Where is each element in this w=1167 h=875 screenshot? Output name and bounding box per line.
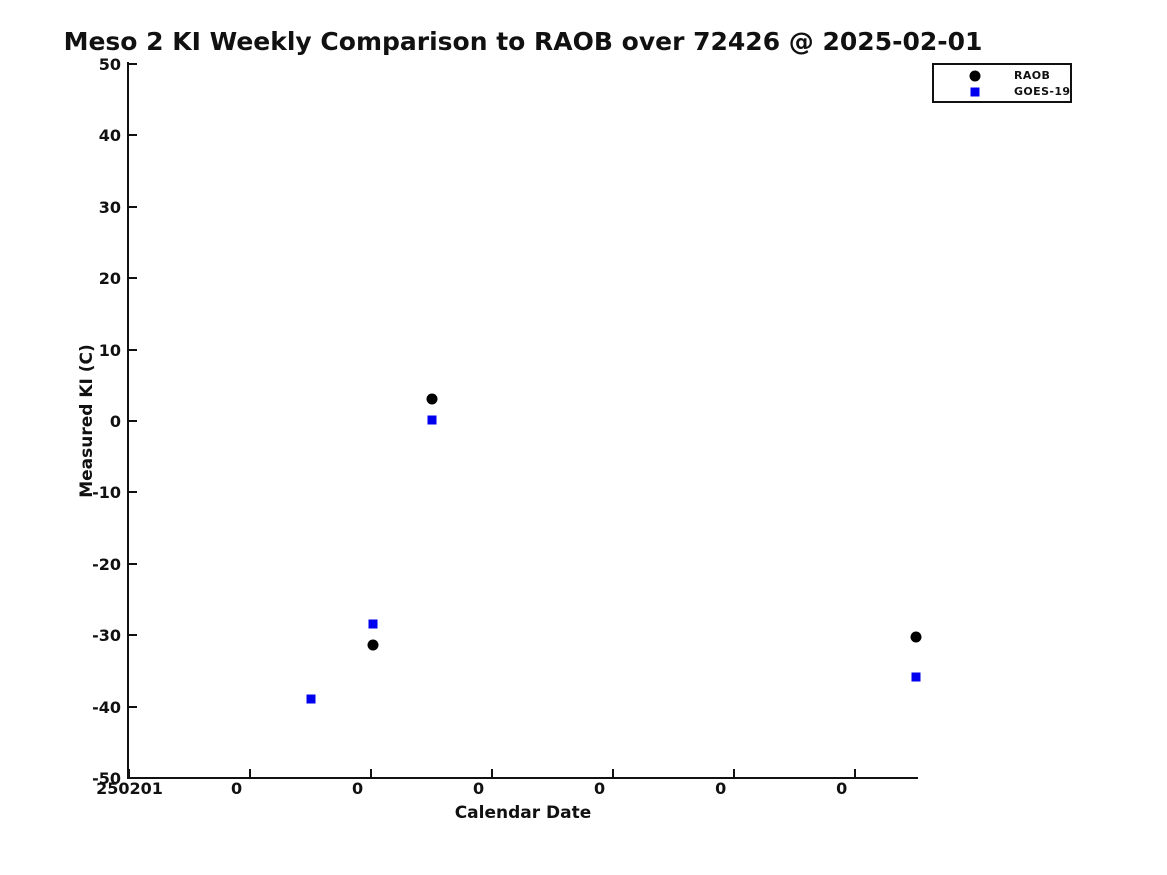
x-tick <box>490 769 493 777</box>
raob-circle-marker-icon <box>969 70 981 82</box>
data-point-goes-19 <box>911 672 921 682</box>
x-tick-label: 250201 <box>96 779 163 798</box>
y-tick <box>129 562 137 565</box>
data-point-raob <box>910 631 922 643</box>
x-tick-label: 0 <box>230 779 243 798</box>
y-tick-label: 40 <box>98 126 121 146</box>
data-point-goes-19 <box>306 694 316 704</box>
y-tick <box>129 134 137 137</box>
y-tick <box>129 777 137 779</box>
goes19-square-marker-icon <box>970 87 980 97</box>
y-tick-label: -10 <box>92 483 121 503</box>
x-tick-label: 0 <box>715 779 727 798</box>
data-point-goes-19 <box>427 415 437 425</box>
x-tick <box>853 769 856 777</box>
data-point-goes-19 <box>368 619 378 629</box>
x-tick-label: 0 <box>473 779 485 798</box>
data-point-raob <box>367 639 379 651</box>
x-tick-label: 0 <box>594 779 606 798</box>
x-axis-label: Calendar Date <box>454 803 592 823</box>
y-tick <box>129 205 137 208</box>
x-tick <box>611 769 614 777</box>
legend-item-raob: RAOB <box>934 68 1070 84</box>
y-tick-label: 0 <box>109 412 121 431</box>
y-tick <box>129 348 137 351</box>
y-tick-label: -50 <box>92 769 121 788</box>
y-tick <box>129 491 137 494</box>
y-tick-label: -40 <box>92 697 121 717</box>
chart-title: Meso 2 KI Weekly Comparison to RAOB over… <box>63 27 983 56</box>
legend-item-goes19: GOES-19 <box>934 84 1070 100</box>
y-tick-label: 30 <box>98 197 121 217</box>
y-tick-label: 20 <box>98 269 121 289</box>
y-tick-label: -20 <box>92 554 121 574</box>
x-tick <box>369 769 372 777</box>
x-tick-label: 0 <box>836 779 848 798</box>
y-tick <box>129 277 137 280</box>
y-tick-label: 50 <box>98 55 121 74</box>
legend-label-raob: RAOB <box>1014 69 1051 82</box>
y-tick <box>129 420 137 422</box>
x-tick-label: 0 <box>351 779 364 798</box>
x-tick <box>127 769 130 777</box>
y-tick <box>129 634 137 637</box>
y-tick <box>129 63 137 65</box>
x-axis-line <box>127 777 918 779</box>
y-tick <box>129 705 137 708</box>
legend-label-goes19: GOES-19 <box>1014 85 1071 98</box>
y-tick-label: 10 <box>98 340 121 360</box>
y-axis-line <box>127 62 129 779</box>
x-tick <box>732 769 735 777</box>
x-tick <box>248 769 251 777</box>
y-tick-label: -30 <box>92 626 121 646</box>
legend: RAOB GOES-19 <box>932 63 1072 103</box>
data-point-raob <box>426 393 438 405</box>
